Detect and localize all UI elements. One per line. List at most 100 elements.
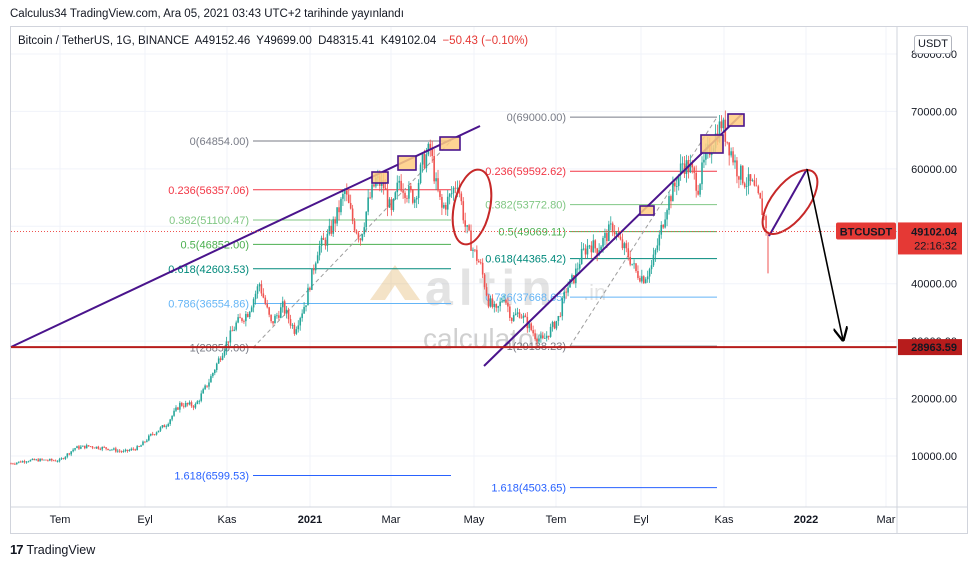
candle-body	[479, 262, 482, 264]
currency-button[interactable]: USDT	[914, 35, 952, 54]
candle-body	[76, 446, 78, 449]
candle-body	[324, 239, 327, 246]
candle-body	[82, 445, 84, 447]
candle-body	[718, 121, 721, 142]
candle-body	[99, 448, 102, 450]
highlight-ellipse-1	[451, 168, 493, 246]
fib-level-label: 0.5(46852.00)	[181, 239, 250, 251]
candle-body	[373, 184, 375, 187]
projection-arrow	[806, 168, 843, 340]
fib-level-label: 0(64854.00)	[190, 136, 249, 148]
candle-body	[10, 463, 12, 465]
candle-body	[613, 232, 616, 235]
candle-body	[596, 248, 598, 256]
candle-body	[274, 315, 276, 324]
candle-body	[443, 204, 445, 208]
y-tick-label: 20000.00	[911, 394, 957, 406]
candle-body	[287, 309, 290, 320]
candle-body	[710, 152, 713, 156]
candle-body	[163, 425, 166, 428]
candle-body	[66, 453, 69, 457]
candle-body	[464, 220, 466, 227]
legend-close: K49102.04	[380, 35, 437, 47]
candle-body	[631, 263, 633, 265]
candle-body	[697, 190, 699, 195]
candle-body	[448, 194, 451, 197]
candle-body	[202, 389, 204, 394]
candle-body	[586, 245, 589, 255]
candle-body	[402, 190, 404, 193]
candle-body	[417, 183, 420, 198]
candle-body	[604, 232, 606, 238]
candle-body	[227, 341, 230, 343]
candle-body	[225, 341, 228, 351]
candle-body	[421, 153, 424, 165]
candle-body	[555, 320, 558, 329]
support-price-text: 28963.59	[911, 342, 957, 354]
candle-body	[734, 160, 736, 163]
candle-body	[91, 446, 94, 448]
candle-body	[536, 338, 538, 342]
candle-body	[60, 458, 63, 460]
candle-body	[148, 435, 150, 441]
candle-body	[495, 303, 498, 308]
footer[interactable]: 17 TradingView	[10, 542, 95, 557]
candle-body	[233, 329, 236, 331]
candle-body	[74, 448, 76, 450]
candle-body	[468, 225, 470, 231]
candle-body	[677, 174, 680, 187]
candle-body	[592, 240, 595, 253]
candle-body	[301, 313, 303, 319]
candle-body	[660, 224, 663, 235]
drawings	[10, 113, 897, 367]
candle-body	[336, 207, 338, 224]
candle-body	[670, 196, 672, 202]
candle-body	[722, 119, 725, 129]
fib-level-label: 1.618(6599.53)	[174, 471, 249, 483]
candle-body	[359, 238, 362, 241]
candle-body	[179, 402, 181, 410]
candle-body	[493, 303, 496, 307]
candle-body	[115, 448, 117, 452]
candle-body	[578, 264, 581, 269]
candle-body	[87, 445, 90, 447]
candle-body	[406, 197, 408, 199]
x-tick-label: Mar	[877, 514, 896, 526]
candle-body	[299, 318, 302, 326]
candle-body	[196, 401, 199, 404]
candle-body	[487, 295, 490, 307]
candle-body	[600, 246, 602, 251]
candle-body	[460, 193, 463, 202]
candle-body	[239, 317, 241, 319]
candle-body	[662, 224, 664, 228]
candle-body	[247, 313, 249, 318]
candle-body	[410, 186, 412, 190]
candle-body	[361, 234, 364, 241]
candle-body	[215, 363, 218, 370]
candle-body	[648, 269, 651, 277]
candle-body	[590, 245, 593, 253]
candle-body	[503, 300, 505, 302]
candle-body	[157, 430, 160, 433]
candle-body	[384, 187, 387, 190]
candle-body	[262, 293, 265, 298]
candle-body	[477, 260, 480, 263]
candle-body	[365, 211, 368, 228]
candle-body	[543, 338, 546, 339]
candle-body	[637, 271, 639, 278]
candle-body	[186, 402, 189, 405]
candle-body	[23, 461, 26, 463]
candle-body	[567, 287, 569, 293]
x-tick-label: Eyl	[633, 514, 648, 526]
candle-body	[200, 393, 203, 401]
candle-body	[664, 219, 666, 228]
x-tick-label: Eyl	[137, 514, 152, 526]
candle-body	[43, 459, 45, 461]
candle-body	[514, 313, 517, 316]
candle-body	[241, 318, 243, 321]
candle-body	[538, 338, 540, 342]
candle-body	[338, 207, 340, 213]
x-tick-label: Mar	[382, 514, 401, 526]
highlight-ellipse-2	[761, 169, 819, 235]
